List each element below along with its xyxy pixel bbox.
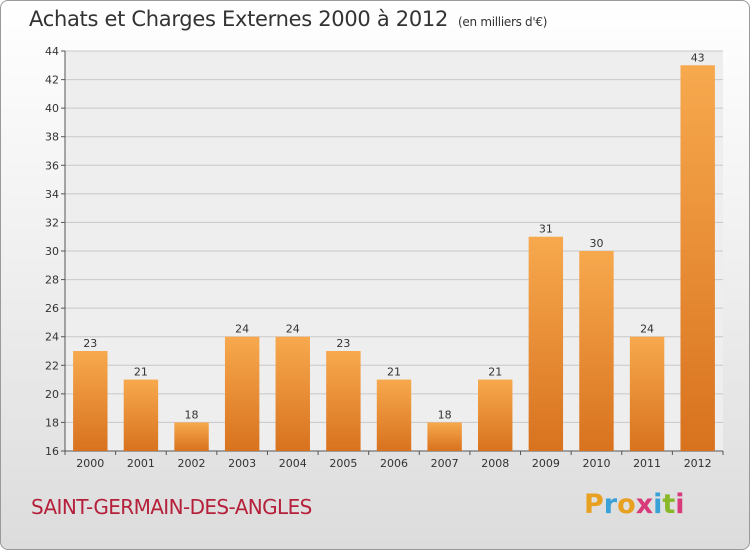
y-tick-label: 32 (45, 216, 59, 229)
y-tick-label: 26 (45, 302, 59, 315)
y-tick-label: 18 (45, 416, 59, 429)
x-tick-label-2001: 2001 (127, 457, 155, 470)
y-tick-label: 36 (45, 159, 59, 172)
data-label-2001: 21 (134, 366, 148, 379)
bar-2004 (275, 336, 310, 451)
data-label-2012: 43 (691, 51, 705, 64)
bar-2009 (528, 236, 564, 451)
chart-title: Achats et Charges Externes 2000 à 2012 (e… (29, 7, 547, 31)
data-label-2007: 18 (438, 408, 452, 421)
location-name: SAINT-GERMAIN-DES-ANGLES (31, 495, 312, 519)
logo-letter: P (584, 489, 604, 520)
data-label-2010: 30 (589, 237, 603, 250)
x-tick-label-2003: 2003 (228, 457, 256, 470)
x-tick-label-2009: 2009 (532, 457, 560, 470)
y-tick-label: 24 (45, 331, 59, 344)
x-tick-label-2010: 2010 (582, 457, 610, 470)
bar-2006 (376, 379, 412, 451)
chart-unit: (en milliers d'€) (458, 15, 548, 29)
data-label-2005: 23 (336, 337, 350, 350)
x-tick-label-2005: 2005 (329, 457, 357, 470)
y-tick-label: 20 (45, 388, 59, 401)
bar-2012 (680, 65, 715, 452)
logo-letter: t (662, 489, 676, 520)
bar-2011 (629, 336, 665, 451)
bars (73, 65, 715, 452)
x-tick-label-2000: 2000 (76, 457, 104, 470)
y-tick-label: 40 (45, 102, 59, 115)
data-label-2004: 24 (286, 323, 300, 336)
x-tick-label-2006: 2006 (380, 457, 408, 470)
logo-letter: i (653, 489, 663, 520)
x-tick-label-2002: 2002 (178, 457, 206, 470)
bar-2002 (174, 422, 209, 451)
data-label-2008: 21 (488, 366, 502, 379)
x-tick-label-2004: 2004 (279, 457, 307, 470)
data-label-2009: 31 (539, 223, 553, 236)
x-tick-label-2012: 2012 (684, 457, 712, 470)
data-labels: 23 21 18 24 24 23 21 18 21 31 30 24 43 (83, 51, 704, 421)
y-tick-label: 28 (45, 274, 59, 287)
y-tick-label: 42 (45, 74, 59, 87)
y-tick-label: 34 (45, 188, 59, 201)
bar-2000 (73, 351, 108, 451)
logo-letter: r (603, 489, 618, 520)
y-tick-label: 44 (45, 45, 59, 58)
x-tick-label-2008: 2008 (481, 457, 509, 470)
logo-letter: i (675, 489, 685, 520)
y-tick-label: 38 (45, 131, 59, 144)
data-label-2000: 23 (83, 337, 97, 350)
logo-letter: x (635, 489, 654, 520)
bar-2001 (123, 379, 159, 451)
data-label-2011: 24 (640, 323, 654, 336)
data-label-2006: 21 (387, 366, 401, 379)
x-tick-label-2011: 2011 (633, 457, 661, 470)
bar-2010 (579, 251, 614, 451)
y-tick-label: 30 (45, 245, 59, 258)
bar-2003 (224, 336, 260, 451)
logo-letter: o (617, 489, 636, 520)
bar-2005 (326, 351, 361, 451)
proxiti-logo: Proxiti (584, 489, 685, 520)
bar-2008 (478, 379, 513, 451)
chart-title-text: Achats et Charges Externes 2000 à 2012 (29, 7, 449, 31)
data-label-2002: 18 (185, 408, 199, 421)
data-label-2003: 24 (235, 323, 249, 336)
y-tick-label: 22 (45, 359, 59, 372)
y-tick-label: 16 (45, 445, 59, 458)
bar-2007 (427, 422, 462, 451)
x-tick-label-2007: 2007 (431, 457, 459, 470)
